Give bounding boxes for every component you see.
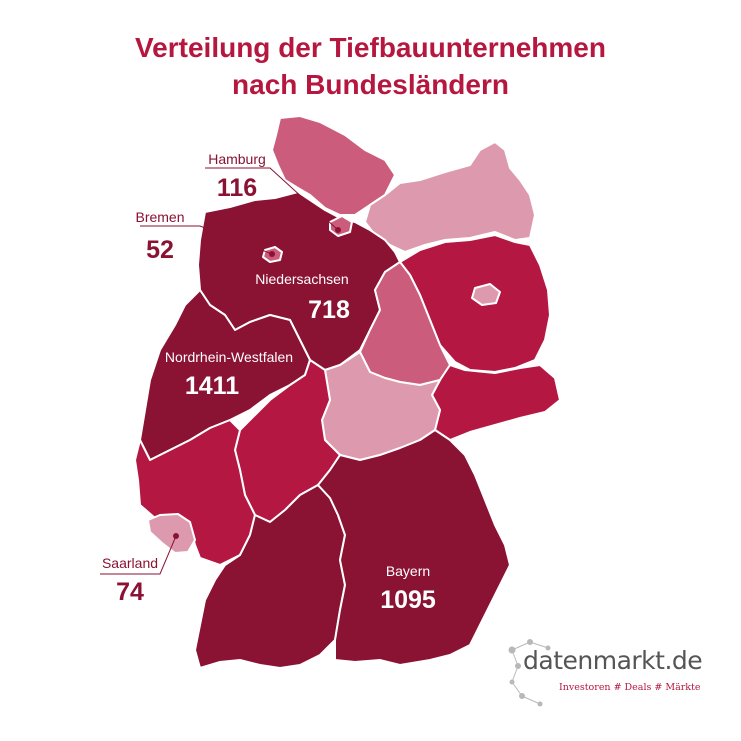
state-berlin[interactable] <box>471 283 501 306</box>
state-schleswig-holstein[interactable] <box>271 115 396 216</box>
logo-tagline: Investoren # Deals # Märkte <box>559 682 701 693</box>
bremen-marker <box>269 251 275 257</box>
saarland-marker <box>173 533 179 539</box>
hamburg-label: Hamburg <box>208 151 266 167</box>
bremen-leader-line <box>140 225 273 255</box>
state-saarland[interactable] <box>147 513 196 554</box>
bayern-value: 1095 <box>380 586 436 614</box>
nrw-label: Nordrhein-Westfalen <box>165 349 293 365</box>
saarland-value: 74 <box>116 578 144 606</box>
map-title-line-1: Verteilung der Tiefbauunternehmen <box>135 32 606 63</box>
bremen-label: Bremen <box>135 209 184 225</box>
niedersachsen-value: 718 <box>308 296 350 324</box>
hamburg-leader-line <box>205 167 339 231</box>
state-sachsen[interactable] <box>431 364 561 441</box>
hamburg-value: 116 <box>217 174 257 202</box>
bayern-label: Bayern <box>386 563 430 579</box>
map-title-line-2: nach Bundesländern <box>232 69 509 100</box>
state-nrw[interactable] <box>139 289 311 461</box>
saarland-leader-line <box>100 535 177 575</box>
saarland-label: Saarland <box>102 555 158 571</box>
logo-network-icon <box>508 639 551 707</box>
niedersachsen-label: Niedersachsen <box>255 271 348 287</box>
state-mecklenburg-vorpommern[interactable] <box>364 141 536 253</box>
logo-wordmark[interactable]: datenmarkt.de <box>523 646 703 675</box>
state-bayern[interactable] <box>317 429 511 666</box>
nrw-value: 1411 <box>185 372 239 400</box>
hamburg-marker <box>335 227 341 233</box>
bremen-value: 52 <box>146 236 174 264</box>
